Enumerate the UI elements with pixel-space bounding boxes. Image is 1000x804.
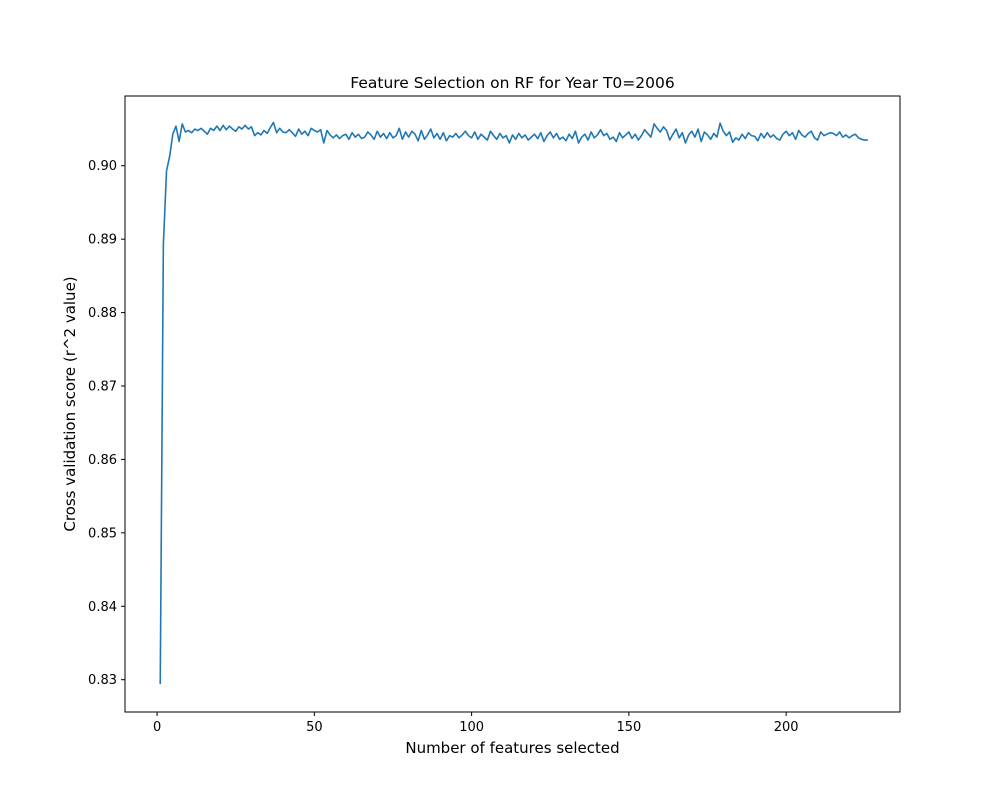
y-tick-label: 0.85 — [88, 526, 117, 541]
chart-title: Feature Selection on RF for Year T0=2006 — [350, 74, 674, 92]
y-tick-label: 0.88 — [88, 306, 117, 321]
y-tick-label: 0.83 — [88, 673, 117, 688]
plot-frame — [124, 95, 901, 713]
y-axis-label: Cross validation score (r^2 value) — [61, 276, 79, 531]
y-tick-label: 0.87 — [88, 380, 117, 395]
x-tick-label: 200 — [774, 720, 799, 735]
x-tick-label: 50 — [306, 720, 323, 735]
series-line — [159, 121, 868, 685]
y-tick-label: 0.89 — [88, 233, 117, 248]
x-tick-label: 100 — [459, 720, 484, 735]
x-tick-label: 0 — [153, 720, 161, 735]
y-tick-label: 0.86 — [88, 453, 117, 468]
plot-area — [159, 121, 868, 685]
y-tick-label: 0.84 — [88, 600, 117, 615]
x-axis-label: Number of features selected — [405, 739, 619, 757]
y-tick-label: 0.90 — [88, 159, 117, 174]
x-tick-label: 150 — [616, 720, 641, 735]
axis-ticks: 0 50 100 150 200 0.83 0.84 0.85 0.86 0.87 0.88 0.89… — [88, 159, 799, 735]
